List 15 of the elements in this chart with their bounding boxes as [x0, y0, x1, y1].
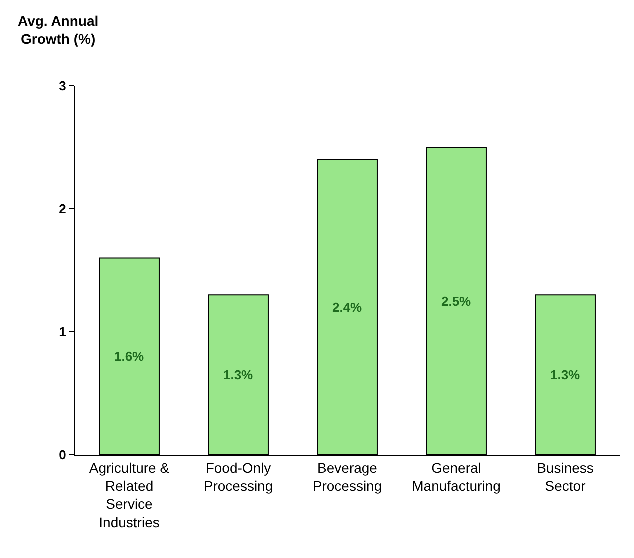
x-tick-label: Business Sector: [537, 460, 594, 494]
y-tick-label: 1: [59, 324, 66, 340]
y-axis-title: Avg. Annual Growth (%): [18, 13, 99, 48]
x-tick-label: Food-Only Processing: [204, 460, 274, 494]
data-label: 1.6%: [114, 349, 145, 364]
y-tick-label: 3: [59, 78, 66, 94]
y-tick-label: 2: [59, 202, 66, 217]
data-label: 1.3%: [550, 368, 581, 383]
data-label: 2.5%: [441, 294, 472, 309]
data-label: 1.3%: [223, 368, 254, 383]
x-tick-label: Agriculture & Related Service Industries: [89, 460, 170, 530]
y-tick-label: 0: [59, 448, 66, 463]
data-label: 2.4%: [332, 300, 363, 315]
x-tick-label: Beverage Processing: [312, 460, 382, 494]
x-tick-label: General Manufacturing: [412, 460, 501, 494]
